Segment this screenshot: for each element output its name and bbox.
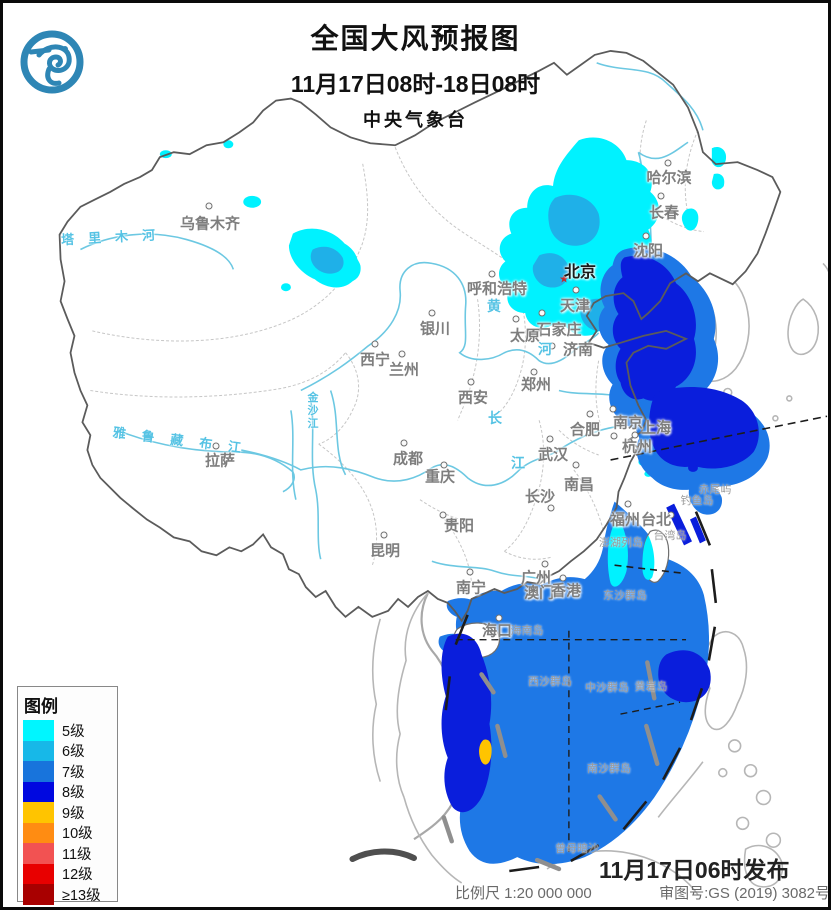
legend-swatch [23,740,54,761]
map-scale: 比例尺 1:20 000 000 [455,885,592,902]
legend-swatch [23,781,54,802]
legend-title: 图例 [24,697,58,716]
legend-label: 7级 [62,764,85,781]
legend-label: 11级 [62,846,92,863]
wind-area-6级 [532,253,570,288]
approval-number: 审图号:GS (2019) 3082号 [659,885,830,902]
cma-logo-icon [20,30,84,94]
china-map [58,50,828,896]
legend-label: ≥13级 [62,887,101,904]
legend-swatch [23,863,54,884]
nine-dash-line [444,511,718,873]
province-boundaries [90,120,704,584]
legend-swatch [23,802,54,823]
wind-area-5级 [681,208,699,231]
legend-swatch [23,761,54,782]
wind-area-7级 [451,501,710,865]
wind-area-5级 [243,195,262,208]
legend-label: 12级 [62,867,93,884]
wind-area-8级 [690,516,706,544]
legend-item: 10级 [23,822,117,843]
legend-item: 9级 [23,802,117,823]
issue-time: 11月17日06时发布 [599,857,790,883]
wind-area-9级 [479,739,492,765]
legend-swatch [23,843,54,864]
legend-item: 5级 [23,720,117,741]
wind-area-6级 [548,194,600,246]
legend-label: 6级 [62,744,85,761]
wind-area-6级 [310,246,344,274]
wind-area-5级 [711,146,727,168]
legend-item: 11级 [23,843,117,864]
wind-area-8级 [612,255,696,401]
legend-swatch [23,884,54,905]
legend-items: 5级 6级 7级 8级 9级 10级 11级 12级 ≥13级 [23,720,117,905]
wind-area-7级 [446,598,483,620]
wind-area-8级 [649,386,759,469]
legend-item: ≥13级 [23,884,117,905]
legend-item: 7级 [23,761,117,782]
wind-area-8级 [441,633,492,813]
legend-item: 6级 [23,740,117,761]
wind-area-7级 [688,483,723,515]
wind-area-8级 [688,463,698,472]
legend-label: 5级 [62,723,85,740]
maritime-dashed-lines [444,415,828,873]
wind-area-8级 [666,503,692,546]
legend-label: 8级 [62,785,85,802]
legend: 图例 5级 6级 7级 8级 9级 10级 11级 12级 ≥13级 [17,686,118,905]
legend-swatch [23,720,54,741]
legend-item: 12级 [23,863,117,884]
map-credits: 比例尺 1:20 000 000 审图号:GS (2019) 3082号 [455,882,830,903]
wind-area-8级 [658,650,711,703]
legend-swatch [23,822,54,843]
gray-streaks [349,660,660,872]
legend-label: 10级 [62,826,93,843]
wind-area-5级 [711,173,725,190]
wind-area-5级 [607,515,628,587]
wind-area-5级 [280,283,291,292]
wind-area-5级 [223,140,234,149]
legend-item: 8级 [23,781,117,802]
legend-label: 9级 [62,805,85,822]
